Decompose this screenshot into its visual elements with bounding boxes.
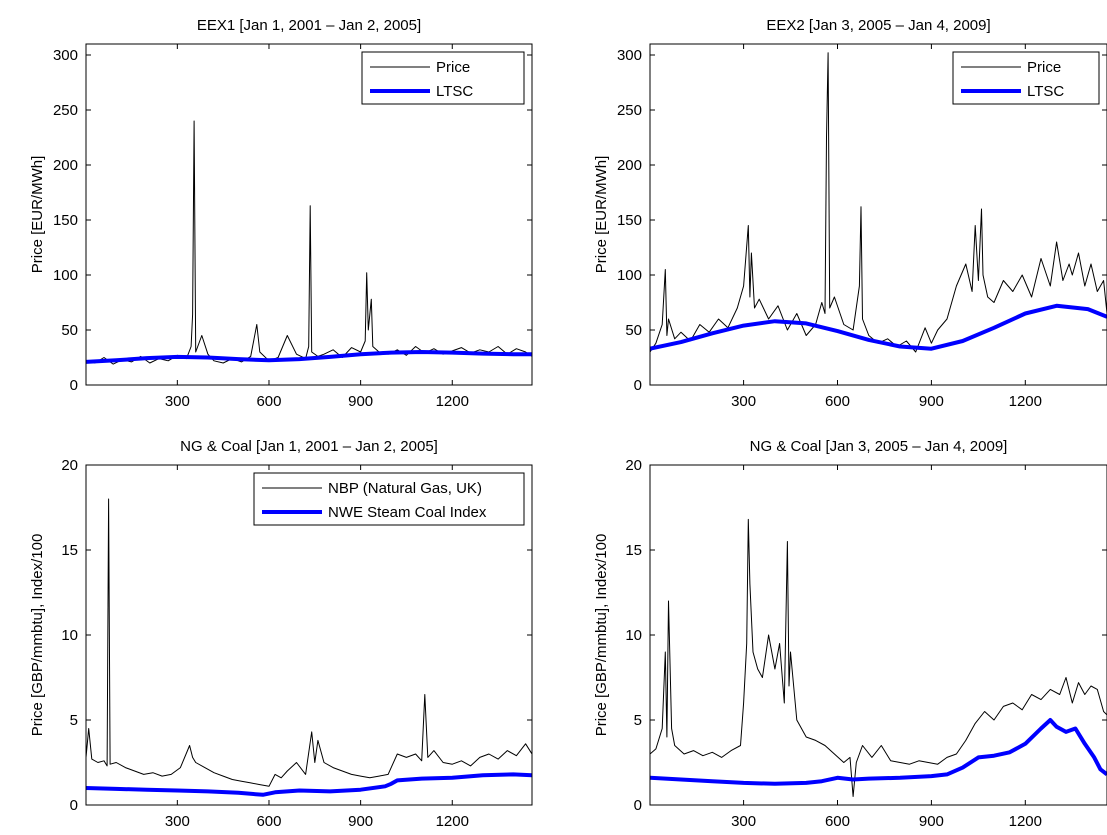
plot-frame (649, 464, 1107, 806)
chart-panel-2: EEX2 [Jan 3, 2005 – Jan 4, 2009] Price [E… (593, 17, 1107, 410)
x-tick-label: 900 (348, 813, 373, 830)
legend: Price LTSC (952, 51, 1100, 105)
y-tick-label: 20 (61, 457, 78, 474)
y-tick-label: 0 (70, 797, 78, 814)
y-tick-label: 15 (625, 542, 642, 559)
series-line-2 (86, 772, 532, 797)
y-tick-label: 15 (61, 542, 78, 559)
x-tick-label: 1200 (1009, 393, 1042, 410)
chart-title: NG & Coal [Jan 3, 2005 – Jan 4, 2009] (750, 438, 1008, 455)
y-tick-label: 200 (617, 157, 642, 174)
x-tick-label: 600 (825, 393, 850, 410)
series-line-1 (650, 518, 1107, 797)
legend: NBP (Natural Gas, UK) NWE Steam Coal Inde… (253, 472, 525, 526)
y-axis-label: Price [EUR/MWh] (29, 156, 46, 274)
y-tick-label: 10 (625, 627, 642, 644)
x-tick-label: 300 (731, 393, 756, 410)
legend-label-2: LTSC (1027, 83, 1064, 100)
chart-title: EEX2 [Jan 3, 2005 – Jan 4, 2009] (766, 17, 990, 34)
legend-label-1: Price (436, 59, 470, 76)
series-line-2 (86, 350, 532, 364)
legend-label-2: LTSC (436, 83, 473, 100)
y-tick-label: 0 (70, 377, 78, 394)
y-tick-label: 250 (53, 102, 78, 119)
y-tick-label: 250 (617, 102, 642, 119)
x-tick-label: 600 (825, 813, 850, 830)
x-tick-label: 900 (919, 813, 944, 830)
y-tick-label: 0 (634, 377, 642, 394)
y-tick-label: 100 (617, 267, 642, 284)
y-tick-label: 5 (70, 712, 78, 729)
legend-box (361, 51, 525, 105)
y-tick-label: 150 (617, 212, 642, 229)
x-tick-label: 300 (165, 813, 190, 830)
y-axis-label: Price [GBP/mmbtu], Index/100 (593, 534, 610, 737)
legend-box (952, 51, 1100, 105)
x-tick-label: 1200 (436, 393, 469, 410)
legend-label-2: NWE Steam Coal Index (328, 504, 487, 521)
y-tick-label: 0 (634, 797, 642, 814)
x-tick-label: 300 (165, 393, 190, 410)
legend-box (253, 472, 525, 526)
series-line-1 (86, 120, 532, 365)
y-tick-label: 50 (61, 322, 78, 339)
series-line-2 (650, 718, 1107, 786)
x-tick-label: 300 (731, 813, 756, 830)
y-tick-label: 10 (61, 627, 78, 644)
y-tick-label: 100 (53, 267, 78, 284)
y-tick-label: 50 (625, 322, 642, 339)
y-tick-label: 150 (53, 212, 78, 229)
y-axis-label: Price [EUR/MWh] (593, 156, 610, 274)
legend-label-1: NBP (Natural Gas, UK) (328, 480, 482, 497)
x-tick-label: 600 (256, 813, 281, 830)
series-line-1 (86, 498, 532, 787)
legend-label-1: Price (1027, 59, 1061, 76)
x-tick-label: 1200 (1009, 813, 1042, 830)
plot-frame (85, 43, 533, 386)
y-tick-label: 20 (625, 457, 642, 474)
y-tick-label: 200 (53, 157, 78, 174)
x-tick-label: 900 (919, 393, 944, 410)
chart-panel-3: NG & Coal [Jan 1, 2001 – Jan 2, 2005] Pri… (29, 438, 533, 830)
chart-panel-1: EEX1 [Jan 1, 2001 – Jan 2, 2005] Price [E… (29, 17, 533, 410)
plot-frame (649, 43, 1107, 386)
chart-panel-4: NG & Coal [Jan 3, 2005 – Jan 4, 2009] Pri… (593, 438, 1107, 830)
y-tick-label: 300 (617, 47, 642, 64)
chart-title: NG & Coal [Jan 1, 2001 – Jan 2, 2005] (180, 438, 438, 455)
legend: Price LTSC (361, 51, 525, 105)
x-tick-label: 600 (256, 393, 281, 410)
y-tick-label: 300 (53, 47, 78, 64)
y-axis-label: Price [GBP/mmbtu], Index/100 (29, 534, 46, 737)
x-tick-label: 1200 (436, 813, 469, 830)
chart-title: EEX1 [Jan 1, 2001 – Jan 2, 2005] (197, 17, 421, 34)
series-line-2 (650, 303, 1107, 351)
y-tick-label: 5 (634, 712, 642, 729)
x-tick-label: 900 (348, 393, 373, 410)
series-line-1 (650, 52, 1107, 353)
